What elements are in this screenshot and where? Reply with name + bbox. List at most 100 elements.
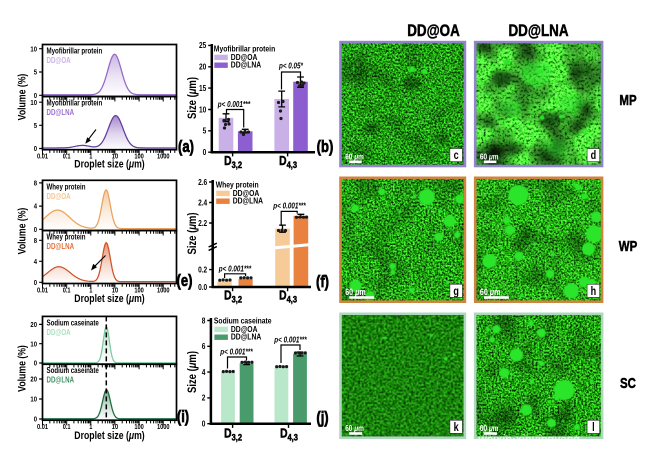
svg-text:DD@LNA: DD@LNA xyxy=(47,109,75,117)
svg-text:weixin·xinyingyang: weixin·xinyingyang xyxy=(478,432,580,447)
svg-text:100: 100 xyxy=(134,153,144,161)
svg-text:0.0: 0.0 xyxy=(198,282,207,292)
svg-text:WP: WP xyxy=(619,238,638,255)
svg-text:Volume (%): Volume (%) xyxy=(17,74,29,121)
svg-text:1000: 1000 xyxy=(157,423,170,431)
svg-text:(b): (b) xyxy=(317,139,334,157)
svg-text:4: 4 xyxy=(202,367,206,377)
svg-text:DD@OA: DD@OA xyxy=(407,22,460,41)
svg-text:25: 25 xyxy=(199,40,206,50)
svg-text:10: 10 xyxy=(112,153,119,161)
svg-text:0.1: 0.1 xyxy=(63,423,71,431)
svg-text:(j): (j) xyxy=(316,410,328,428)
svg-text:c: c xyxy=(454,150,459,162)
svg-text:10: 10 xyxy=(30,99,37,107)
svg-text:d: d xyxy=(591,150,597,162)
svg-text:2.6: 2.6 xyxy=(198,177,207,187)
svg-text:10: 10 xyxy=(30,341,37,349)
svg-text:Whey protein: Whey protein xyxy=(47,184,86,192)
svg-text:Sodium caseinate: Sodium caseinate xyxy=(47,368,99,376)
svg-text:15: 15 xyxy=(199,83,206,93)
svg-text:0: 0 xyxy=(203,147,207,157)
svg-text:0: 0 xyxy=(34,146,38,154)
svg-text:60 μm: 60 μm xyxy=(480,152,499,162)
svg-text:DD@LNA: DD@LNA xyxy=(233,196,264,206)
svg-text:(f): (f) xyxy=(316,274,329,292)
svg-text:DD@OA: DD@OA xyxy=(47,193,71,201)
svg-text:Size (μm): Size (μm) xyxy=(186,212,199,254)
svg-text:p< 0.001***: p< 0.001*** xyxy=(219,347,253,357)
svg-text:0.01: 0.01 xyxy=(37,153,48,161)
svg-text:0.1: 0.1 xyxy=(63,153,71,161)
svg-text:2.2: 2.2 xyxy=(198,218,207,228)
svg-text:Whey protein: Whey protein xyxy=(216,180,259,190)
svg-text:Droplet size (μm): Droplet size (μm) xyxy=(74,293,144,305)
svg-text:10: 10 xyxy=(30,46,37,54)
svg-text:60 μm: 60 μm xyxy=(480,423,499,433)
svg-text:g: g xyxy=(453,286,459,298)
svg-text:Myofibrillar protein: Myofibrillar protein xyxy=(214,44,276,54)
svg-text:Size (μm): Size (μm) xyxy=(186,77,199,119)
svg-text:0.2: 0.2 xyxy=(198,265,207,275)
svg-text:DD@LNA: DD@LNA xyxy=(47,243,75,251)
svg-text:Myofibrillar protein: Myofibrillar protein xyxy=(47,48,103,56)
svg-text:2.4: 2.4 xyxy=(198,198,208,208)
svg-text:8: 8 xyxy=(34,180,38,188)
svg-text:100: 100 xyxy=(134,287,144,295)
svg-text:Volume (%): Volume (%) xyxy=(17,345,29,392)
svg-text:(a): (a) xyxy=(178,139,194,157)
svg-text:0: 0 xyxy=(34,226,38,234)
svg-text:20: 20 xyxy=(30,376,37,384)
svg-text:5: 5 xyxy=(34,69,38,77)
svg-text:Droplet size (μm): Droplet size (μm) xyxy=(74,159,144,171)
svg-text:Whey protein: Whey protein xyxy=(47,234,86,242)
svg-text:Sodium caseinate: Sodium caseinate xyxy=(214,316,272,326)
svg-text:60 μm: 60 μm xyxy=(480,287,501,297)
svg-text:DD@OA: DD@OA xyxy=(47,329,71,337)
svg-text:Myofibrillar protein: Myofibrillar protein xyxy=(47,100,103,108)
svg-text:0: 0 xyxy=(34,360,38,368)
svg-text:1: 1 xyxy=(89,287,93,295)
svg-text:10: 10 xyxy=(112,423,119,431)
svg-text:(i): (i) xyxy=(177,409,189,427)
svg-text:20: 20 xyxy=(30,321,37,329)
svg-text:6: 6 xyxy=(202,341,206,351)
svg-text:60 μm: 60 μm xyxy=(345,423,364,433)
svg-text:p< 0.001***: p< 0.001*** xyxy=(217,99,251,109)
svg-text:10: 10 xyxy=(199,105,206,115)
svg-text:p< 0.001***: p< 0.001*** xyxy=(272,201,306,211)
svg-text:0.01: 0.01 xyxy=(37,287,48,295)
svg-text:5: 5 xyxy=(203,126,207,136)
svg-text:p< 0.001***: p< 0.001*** xyxy=(273,335,307,345)
svg-text:k: k xyxy=(454,422,459,434)
svg-text:0: 0 xyxy=(34,416,38,424)
svg-text:8: 8 xyxy=(202,316,206,326)
svg-text:0.01: 0.01 xyxy=(37,423,48,431)
svg-text:10: 10 xyxy=(30,396,37,404)
svg-text:Sodium caseinate: Sodium caseinate xyxy=(47,320,99,328)
svg-text:SC: SC xyxy=(620,375,636,392)
svg-text:h: h xyxy=(591,286,597,298)
svg-text:Volume (%): Volume (%) xyxy=(17,208,29,255)
svg-text:l: l xyxy=(592,422,595,434)
svg-text:10: 10 xyxy=(112,287,119,295)
svg-text:4: 4 xyxy=(34,203,38,211)
svg-text:1: 1 xyxy=(89,153,93,161)
svg-text:DD@OA: DD@OA xyxy=(231,52,258,62)
svg-text:MP: MP xyxy=(619,92,636,109)
svg-text:5: 5 xyxy=(34,122,38,130)
svg-text:100: 100 xyxy=(134,423,144,431)
svg-text:DD@OA: DD@OA xyxy=(233,188,260,198)
svg-text:DD@OA: DD@OA xyxy=(231,324,258,334)
svg-text:DD@LNA: DD@LNA xyxy=(47,377,75,385)
svg-text:60 μm: 60 μm xyxy=(345,287,366,297)
svg-text:0: 0 xyxy=(202,419,206,429)
svg-text:DD@OA: DD@OA xyxy=(47,57,71,65)
svg-text:1: 1 xyxy=(89,423,93,431)
svg-text:0: 0 xyxy=(34,92,38,100)
svg-text:DD@LNA: DD@LNA xyxy=(231,60,262,70)
svg-text:0: 0 xyxy=(34,279,38,287)
svg-text:4: 4 xyxy=(34,258,38,266)
svg-text:8: 8 xyxy=(34,237,38,245)
svg-text:2: 2 xyxy=(202,393,206,403)
